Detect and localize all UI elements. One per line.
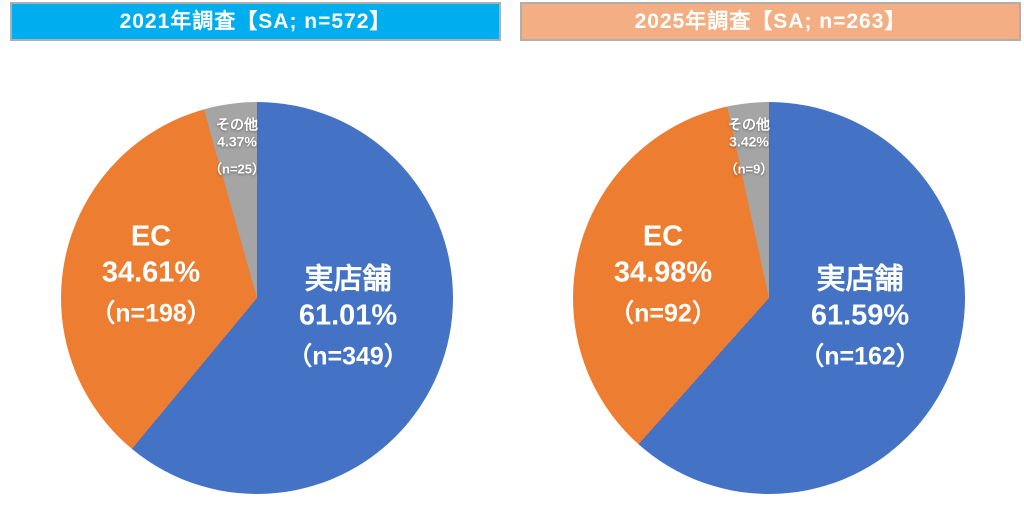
slice-count: （n=349）	[287, 342, 409, 371]
slice-name: EC	[130, 220, 172, 253]
slice-label-ec-2025: EC 34.98% （n=92）	[609, 219, 717, 330]
slice-name: 実店舗	[304, 263, 392, 296]
slice-count: （n=9）	[724, 161, 774, 177]
slice-percent: 61.01%	[298, 299, 398, 332]
slice-percent: 61.59%	[810, 299, 910, 332]
chart-title-2021: 2021年調査【SA; n=572】	[10, 2, 501, 41]
slice-label-store-2021: 実店舗 61.01% （n=349）	[287, 262, 409, 373]
chart-title-2025: 2025年調査【SA; n=263】	[520, 2, 1021, 41]
pie-chart-2021: 実店舗 61.01% （n=349） EC 34.61% （n=198） その他…	[61, 102, 453, 494]
slice-name: その他	[216, 116, 258, 133]
slice-label-other-2025: その他 3.42% （n=9）	[725, 117, 774, 178]
slice-label-store-2025: 実店舗 61.59% （n=162）	[799, 262, 921, 373]
slice-label-other-2021: その他 4.37% （n=25）	[209, 117, 265, 178]
slice-percent: 4.37%	[217, 133, 257, 150]
slice-name: その他	[727, 116, 770, 133]
slice-count: （n=92）	[609, 299, 717, 328]
slice-name: EC	[642, 220, 684, 253]
pie-chart-2025: 実店舗 61.59% （n=162） EC 34.98% （n=92） その他 …	[573, 102, 965, 494]
slice-label-ec-2021: EC 34.61% （n=198）	[90, 219, 212, 330]
slice-count: （n=162）	[799, 342, 921, 371]
slice-count: （n=198）	[90, 299, 212, 328]
slice-count: （n=25）	[209, 161, 265, 177]
slice-percent: 3.42%	[729, 133, 769, 150]
slice-percent: 34.98%	[613, 256, 713, 289]
slice-percent: 34.61%	[101, 256, 201, 289]
slice-name: 実店舗	[816, 263, 904, 296]
